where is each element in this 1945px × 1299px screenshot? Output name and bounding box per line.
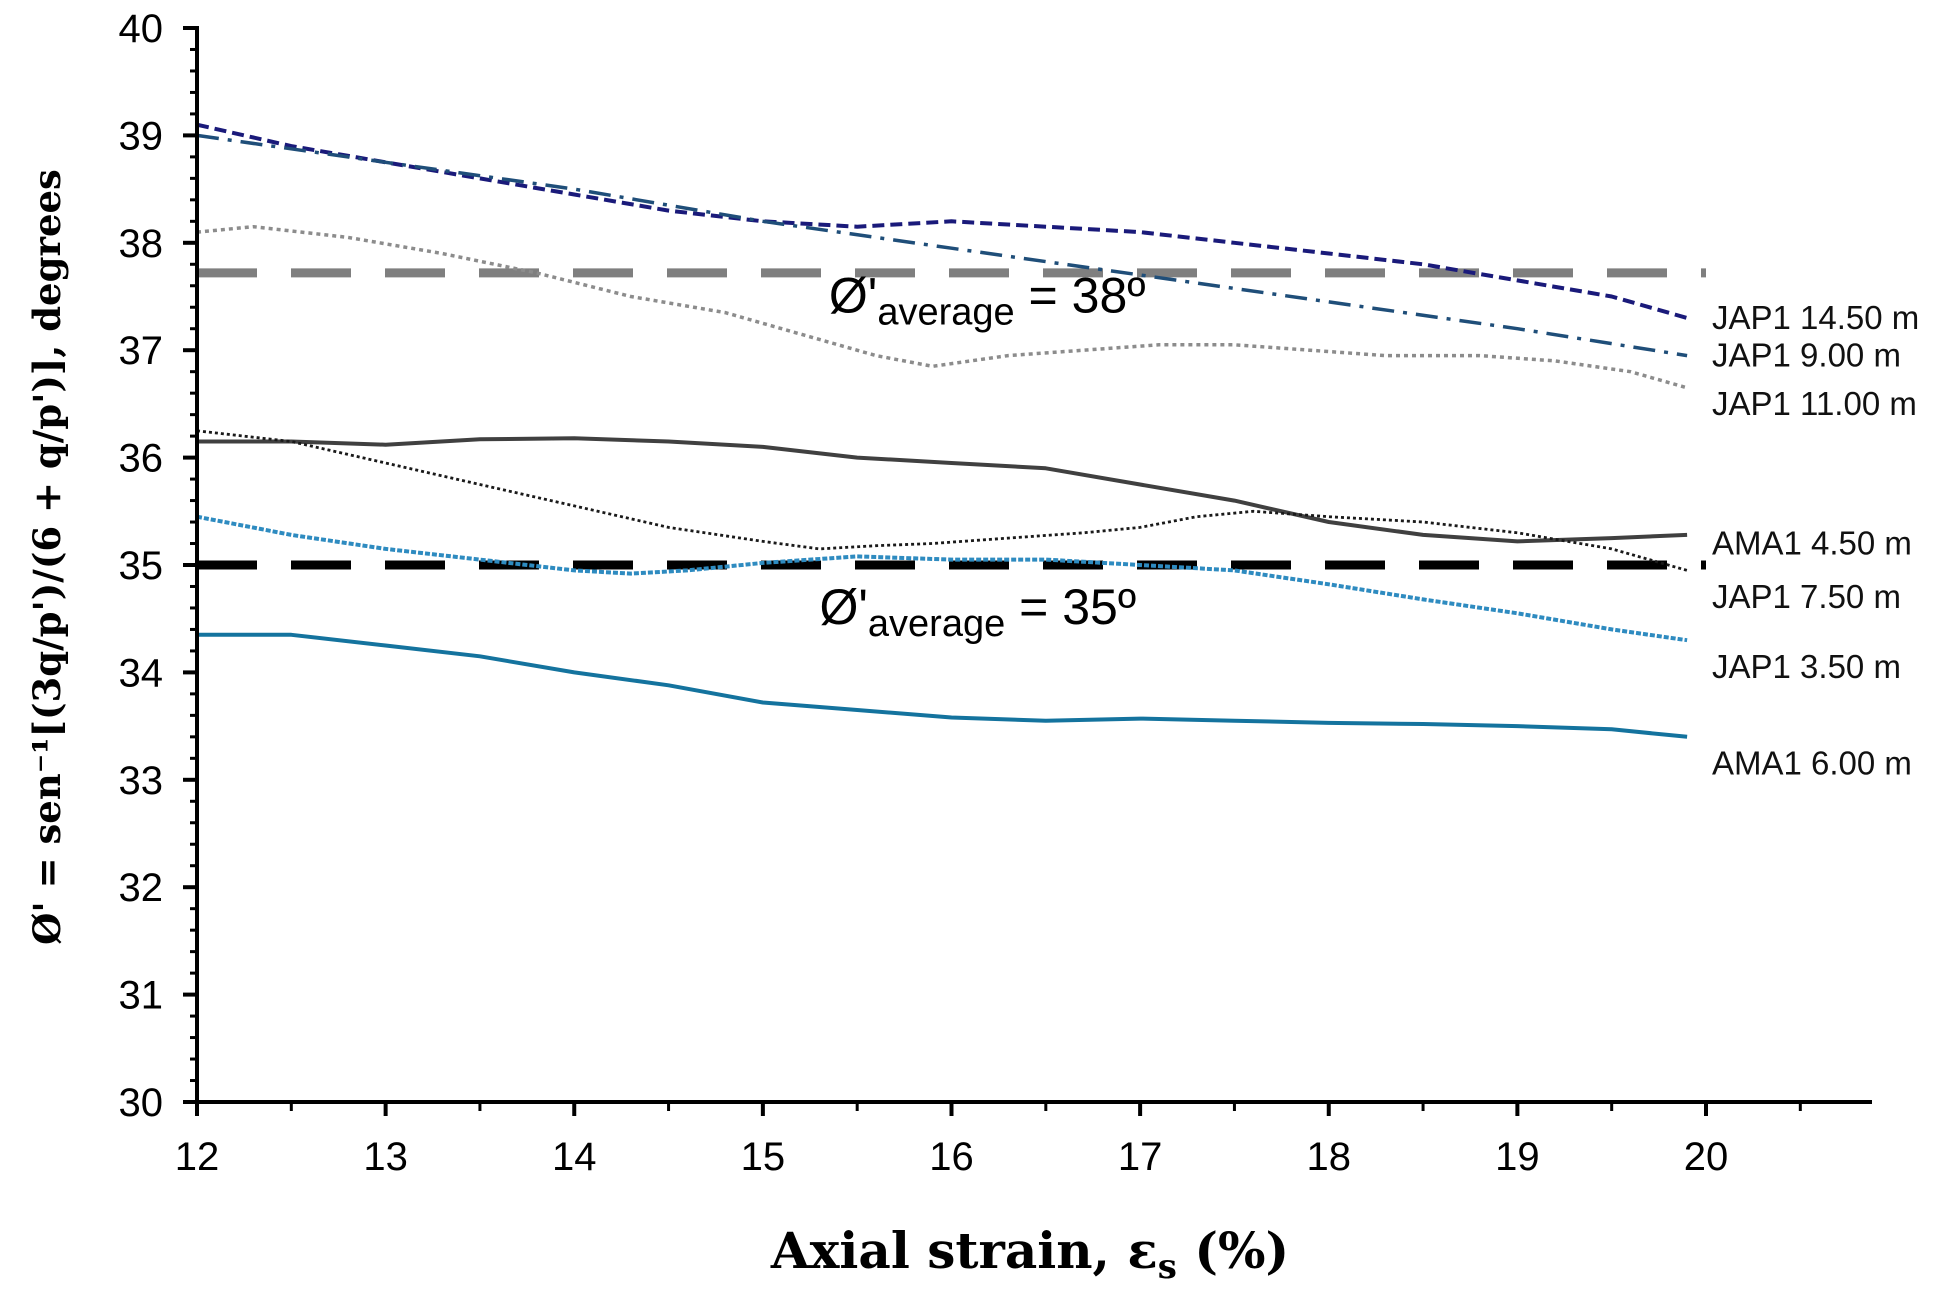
axes: 30 31 32 33 34 35 36 37 38 39 40 12 13 14 15 16 17 18 19 20 [119,7,1872,1179]
y-tick-label: 37 [119,329,164,373]
reference-label-1: Ø'average = 38º [829,268,1146,334]
series-label-1: JAP1 14.50 m [1712,299,1919,336]
y-tick-label: 39 [119,114,164,158]
x-tick-label: 14 [552,1135,597,1179]
x-axis-title: Axial strain, εs (%) [770,1221,1289,1287]
reference-lines [197,268,1706,570]
y-tick-label: 38 [119,222,164,266]
series-label-6: JAP1 3.50 m [1712,648,1901,685]
y-tick-label: 30 [119,1081,164,1125]
x-tick-label: 17 [1118,1135,1163,1179]
y-tick-label: 33 [119,759,164,803]
x-tick-label: 12 [175,1135,220,1179]
series-line-2 [196,133,1688,358]
series-line-7 [197,632,1688,739]
x-tick-label: 18 [1307,1135,1352,1179]
y-tick-label: 31 [119,974,164,1018]
series-label-4: AMA1 4.50 m [1712,525,1912,562]
series-line-3 [196,224,1688,390]
x-tick-label: 19 [1495,1135,1540,1179]
series-line-6 [196,514,1688,643]
reference-label-2: Ø'average = 35º [819,579,1136,645]
series-line-4 [197,436,1688,544]
y-tick-label: 34 [119,651,164,695]
series-label-2: JAP1 9.00 m [1712,337,1901,374]
series-label-5: JAP1 7.50 m [1712,578,1901,615]
y-axis-title: Ø' = sen⁻¹[(3q/p')/(6 + q/p')], degrees [25,169,69,945]
series-line-1 [196,122,1688,320]
y-tick-label: 36 [119,437,164,481]
annotations: Ø'average = 38º Ø'average = 35º [819,268,1145,645]
series-label-7: AMA1 6.00 m [1712,745,1912,782]
x-tick-label: 15 [741,1135,786,1179]
y-tick-label: 40 [119,7,164,51]
x-tick-label: 16 [929,1135,974,1179]
series-label-3: JAP1 11.00 m [1712,385,1917,422]
series-lines [196,122,1688,739]
series-line-5 [196,429,1688,572]
y-tick-label: 32 [119,866,164,910]
x-tick-label: 20 [1684,1135,1729,1179]
y-tick-label: 35 [119,544,164,588]
x-tick-label: 13 [363,1135,408,1179]
